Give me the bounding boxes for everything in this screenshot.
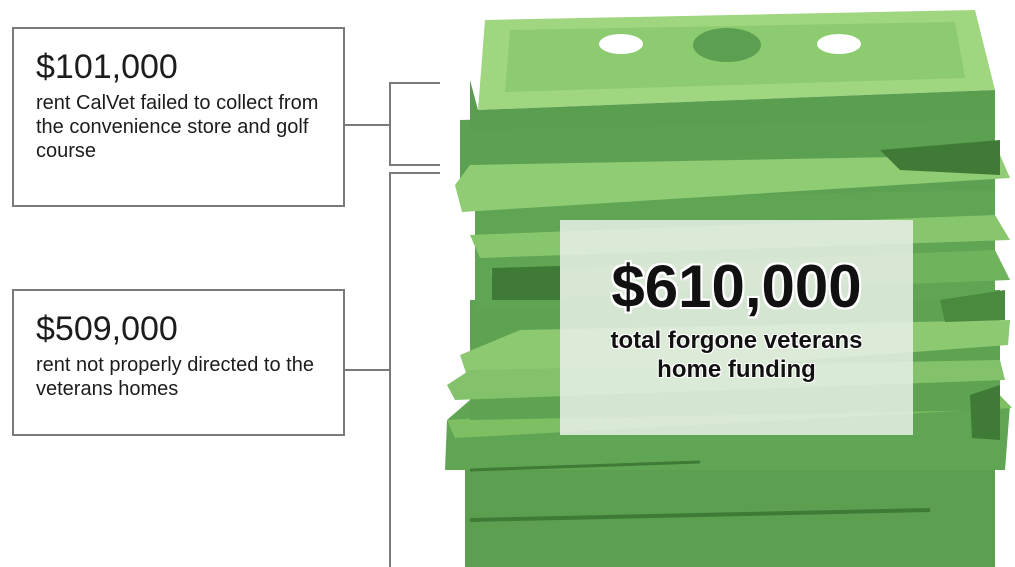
callout-misdirected-rent: $509,000 rent not properly directed to t… — [12, 289, 345, 436]
callout-description: rent CalVet failed to collect from the c… — [36, 92, 319, 162]
bill-shadow — [492, 266, 560, 300]
total-description: total forgone veterans home funding — [610, 327, 863, 383]
callout-amount: $101,000 — [36, 48, 178, 86]
bill-shadow — [880, 140, 1000, 175]
total-amount: $610,000 — [611, 253, 862, 320]
callout-description: rent not properly directed to the vetera… — [36, 354, 314, 400]
bill-wrap — [455, 155, 1010, 212]
callout-amount: $509,000 — [36, 310, 178, 348]
callout-uncollected-rent: $101,000 rent CalVet failed to collect f… — [12, 27, 345, 207]
bill-shadow — [940, 290, 1005, 322]
bill-shadow — [970, 385, 1000, 440]
total-panel: $610,000 total forgone veterans home fun… — [560, 220, 913, 435]
